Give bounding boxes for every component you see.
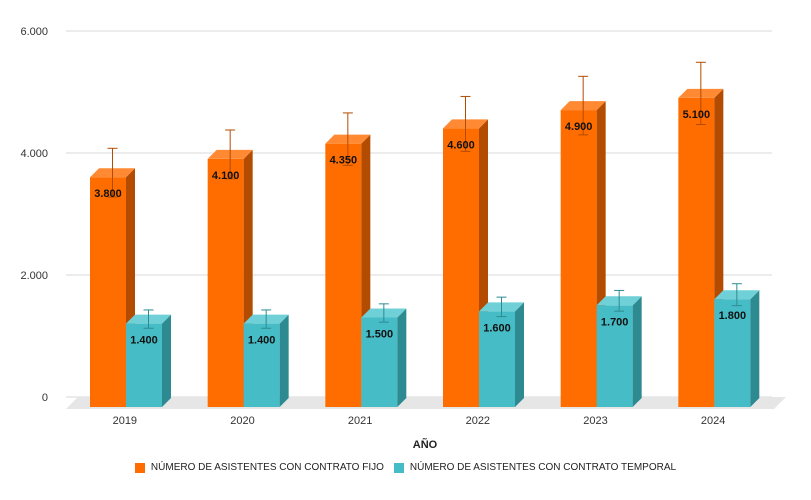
data-label: 4.900 [565, 121, 593, 133]
bar-temporal-2019: 1.400 [126, 309, 171, 407]
legend-label-temporal: NÚMERO DE ASISTENTES CON CONTRATO TEMPOR… [409, 462, 677, 473]
bar-temporal-2021: 1.500 [361, 303, 407, 407]
bar-front [243, 323, 280, 407]
data-label: 1.400 [130, 335, 158, 347]
bar-side [515, 302, 524, 407]
bar-side [279, 314, 289, 407]
data-label: 1.700 [601, 316, 629, 328]
y-tick-label: 2.000 [20, 270, 48, 282]
bar-front [596, 305, 633, 407]
legend-label-fijo: NÚMERO DE ASISTENTES CON CONTRATO FIJO [150, 462, 384, 473]
bar-front [678, 97, 715, 408]
bar-temporal-2024: 1.800 [714, 283, 760, 407]
grid-lines [66, 30, 772, 398]
data-label: 4.100 [212, 170, 240, 182]
bar-side [750, 290, 760, 407]
bars: 3.800 1.400 4.100 1.400 4.350 1.500 4.600 1.600… [90, 61, 760, 408]
y-tick-label: 0 [42, 392, 48, 404]
legend-item-fijo: NÚMERO DE ASISTENTES CON CONTRATO FIJO [134, 462, 384, 473]
y-tick-label: 6.000 [20, 26, 48, 38]
bar-side [162, 314, 171, 407]
data-label: 3.800 [94, 188, 122, 200]
data-label: 1.400 [248, 335, 276, 347]
bar-front [443, 128, 479, 407]
floor-plane [66, 397, 786, 409]
y-axis-ticks: 0 2.000 4.000 6.000 [20, 26, 48, 404]
bar-front [90, 177, 126, 407]
bar-front [714, 299, 751, 407]
bar-front [325, 143, 362, 407]
data-label: 4.350 [330, 155, 358, 167]
bar-temporal-2023: 1.700 [596, 289, 642, 407]
x-axis-label: AÑO [413, 438, 438, 451]
legend-item-temporal: NÚMERO DE ASISTENTES CON CONTRATO TEMPOR… [393, 462, 677, 473]
data-label: 1.600 [483, 322, 511, 334]
bar-front [126, 323, 162, 407]
legend-swatch-temporal [393, 462, 404, 473]
bar-front [560, 110, 597, 407]
bar-side [397, 308, 407, 407]
y-tick-label: 4.000 [20, 148, 48, 160]
data-label: 1.500 [366, 329, 394, 341]
x-axis-ticks: 2019 2020 2021 2022 2023 2024 [113, 415, 726, 427]
legend-swatch-fijo [134, 462, 145, 473]
bar-temporal-2020: 1.400 [243, 309, 289, 407]
data-label: 1.800 [719, 310, 747, 322]
legend: NÚMERO DE ASISTENTES CON CONTRATO FIJO N… [0, 462, 811, 473]
bar-front [479, 311, 515, 407]
chart-floor [66, 397, 786, 409]
bar-front [207, 158, 244, 407]
x-tick-label: 2023 [583, 415, 607, 427]
x-tick-label: 2021 [348, 415, 372, 427]
bar-front [361, 317, 398, 407]
bar-temporal-2022: 1.600 [479, 296, 524, 407]
bar-chart: 0 2.000 4.000 6.000 3.800 1.400 4.100 1.400 4.3… [20, 26, 786, 451]
bar-fijo-2020: 4.100 [207, 129, 253, 407]
data-label: 4.600 [447, 139, 475, 151]
x-tick-label: 2019 [113, 415, 137, 427]
x-tick-label: 2022 [466, 415, 490, 427]
x-tick-label: 2020 [230, 415, 254, 427]
data-label: 5.100 [683, 109, 711, 121]
bar-side [632, 296, 642, 407]
x-tick-label: 2024 [701, 415, 725, 427]
